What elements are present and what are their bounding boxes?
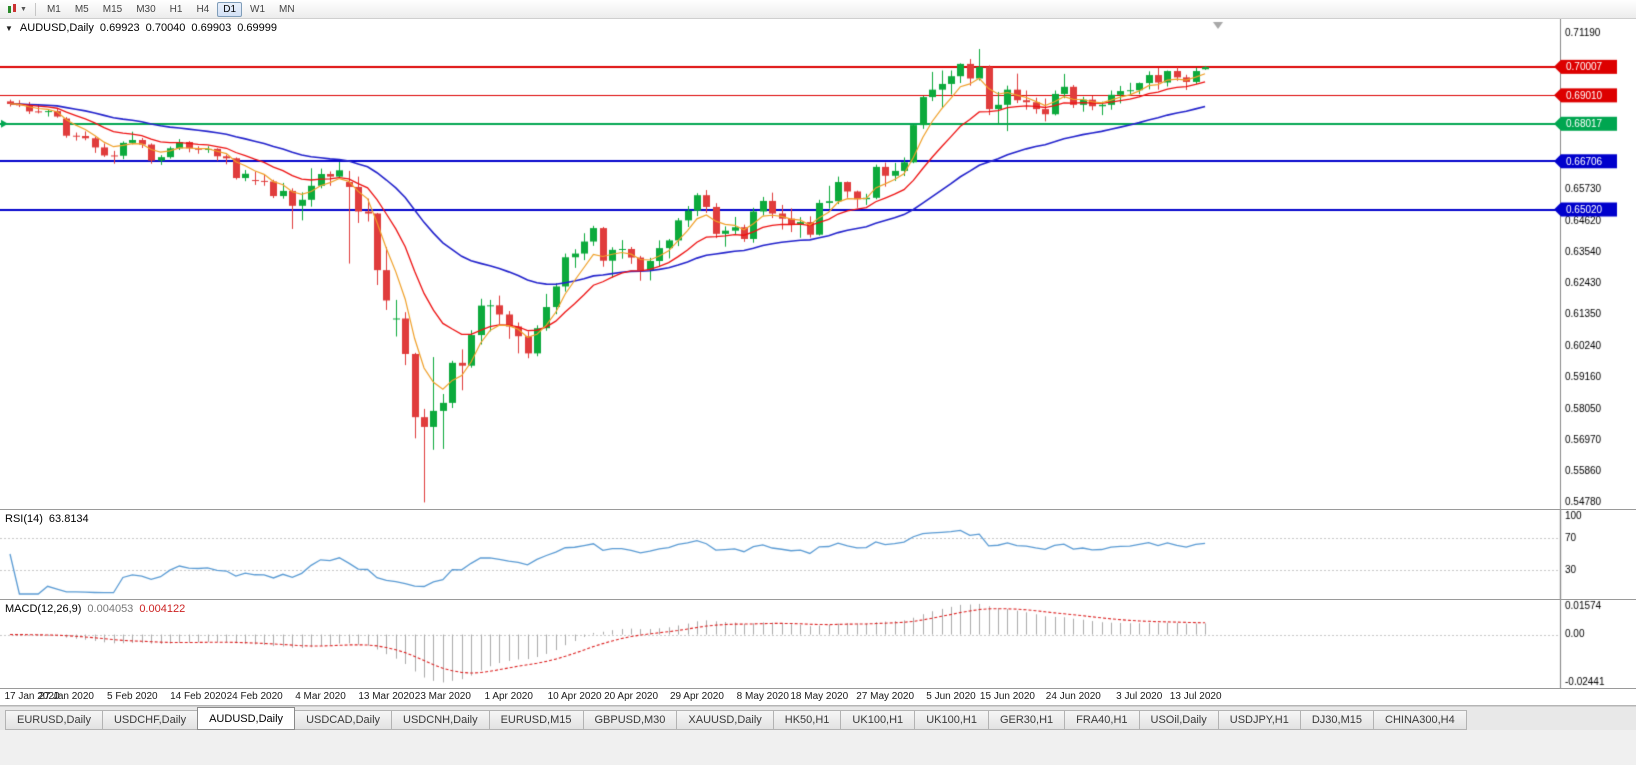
chart-tab-usdjpy-h1[interactable]: USDJPY,H1 (1217, 710, 1301, 730)
top-toolbar: ▼ M1 M5 M15 M30 H1 H4 D1 W1 MN (0, 0, 1636, 19)
chart-tab-fra40-h1[interactable]: FRA40,H1 (1064, 710, 1140, 730)
date-axis-label: 24 Jun 2020 (1045, 691, 1101, 702)
rsi-canvas[interactable] (0, 510, 1636, 599)
date-axis-label: 15 Jun 2020 (979, 691, 1035, 702)
macd-indicator-panel: MACD(12,26,9) 0.004053 0.004122 (0, 600, 1636, 689)
date-axis-label: 1 Apr 2020 (484, 691, 533, 702)
chart-tab-usdcad-daily[interactable]: USDCAD,Daily (294, 710, 393, 730)
timeframe-button-m1[interactable]: M1 (46, 3, 61, 15)
chevron-down-icon: ▼ (20, 5, 27, 13)
rsi-indicator-panel: RSI(14) 63.8134 (0, 510, 1636, 600)
chart-tab-audusd-daily[interactable]: AUDUSD,Daily (197, 707, 296, 730)
date-axis-label: 10 Apr 2020 (547, 691, 602, 702)
chart-tab-gbpusd-m30[interactable]: GBPUSD,M30 (582, 710, 678, 730)
chart-tab-hk50-h1[interactable]: HK50,H1 (772, 710, 842, 730)
main-chart-panel: ▼ AUDUSD,Daily 0.69923 0.70040 0.69903 0… (0, 19, 1636, 510)
date-axis-label: 3 Jul 2020 (1116, 691, 1163, 702)
chart-tab-eurusd-daily[interactable]: EURUSD,Daily (5, 710, 103, 730)
timeframe-button-m15[interactable]: M15 (102, 3, 123, 15)
chart-tab-bar: EURUSD,Daily USDCHF,Daily AUDUSD,Daily USDC… (0, 706, 1636, 730)
date-axis-label: 29 Apr 2020 (669, 691, 724, 702)
toolbar-separator (34, 2, 36, 16)
date-axis-label: 24 Feb 2020 (226, 691, 283, 702)
chart-tab-eurusd-m15[interactable]: EURUSD,M15 (488, 710, 584, 730)
date-axis: 17 Jan 2020 27 Jan 2020 5 Feb 2020 14 Feb 2… (0, 689, 1636, 706)
date-axis-label: 14 Feb 2020 (170, 691, 227, 702)
candlestick-chart-icon (7, 3, 18, 15)
timeframe-button-h1[interactable]: H1 (169, 3, 183, 15)
date-axis-label: 13 Jul 2020 (1169, 691, 1222, 702)
price-chart-canvas[interactable] (0, 19, 1636, 509)
chart-tab-ger30-h1[interactable]: GER30,H1 (987, 710, 1066, 730)
date-axis-label: 17 Jan 2020 (4, 691, 60, 702)
macd-canvas[interactable] (0, 600, 1636, 688)
chart-tab-uk100-h1[interactable]: UK100,H1 (840, 710, 916, 730)
chart-type-dropdown-button[interactable]: ▼ (3, 2, 31, 17)
chart-tab-uk100-h1[interactable]: UK100,H1 (914, 710, 989, 730)
date-axis-label: 13 Mar 2020 (358, 691, 415, 702)
date-axis-label: 4 Mar 2020 (295, 691, 346, 702)
date-axis-label: 5 Jun 2020 (926, 691, 976, 702)
chart-tab-usdchf-daily[interactable]: USDCHF,Daily (101, 710, 199, 730)
chart-tab-xauusd-daily[interactable]: XAUUSD,Daily (676, 710, 774, 730)
timeframe-button-m5[interactable]: M5 (74, 3, 89, 15)
timeframe-button-d1[interactable]: D1 (217, 1, 243, 17)
date-axis-label: 27 May 2020 (856, 691, 915, 702)
timeframe-buttons: M1 M5 M15 M30 H1 H4 D1 W1 MN (40, 1, 302, 17)
bottom-filler (0, 730, 1636, 765)
timeframe-button-w1[interactable]: W1 (250, 3, 266, 15)
date-axis-label: 27 Jan 2020 (38, 691, 94, 702)
date-axis-label: 8 May 2020 (736, 691, 789, 702)
chart-tab-usdcnh-daily[interactable]: USDCNH,Daily (391, 710, 490, 730)
date-axis-label: 5 Feb 2020 (107, 691, 158, 702)
date-axis-label: 23 Mar 2020 (414, 691, 471, 702)
timeframe-button-mn[interactable]: MN (279, 3, 295, 15)
chart-tab-china300-h4[interactable]: CHINA300,H4 (1373, 710, 1467, 730)
timeframe-button-h4[interactable]: H4 (196, 3, 210, 15)
chart-tab-dj30-m15[interactable]: DJ30,M15 (1299, 710, 1374, 730)
date-axis-label: 18 May 2020 (790, 691, 849, 702)
date-axis-label: 20 Apr 2020 (604, 691, 659, 702)
timeframe-button-m30[interactable]: M30 (136, 3, 156, 15)
chart-tab-usoil-daily[interactable]: USOil,Daily (1138, 710, 1219, 730)
